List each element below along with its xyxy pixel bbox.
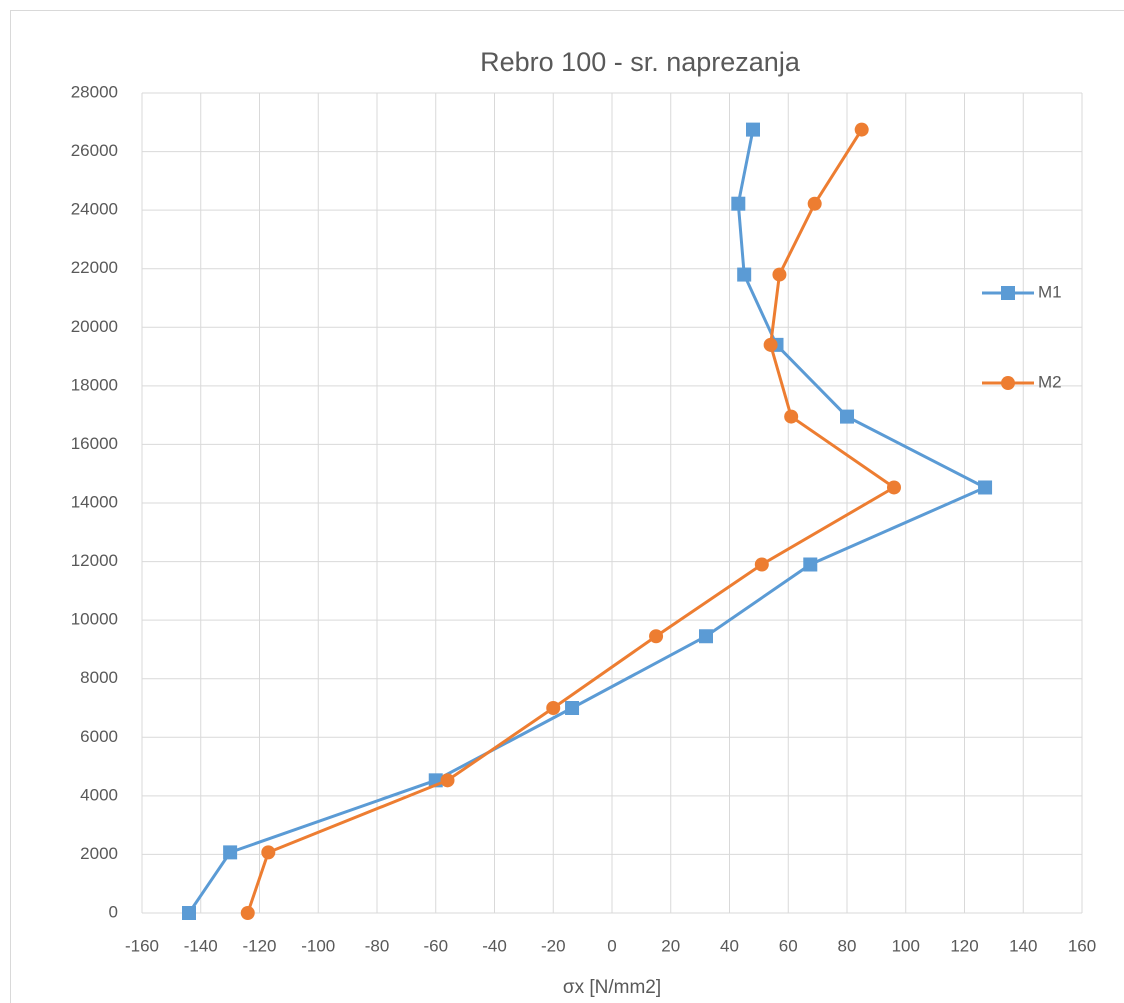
marker xyxy=(772,267,787,282)
x-tick-label: 100 xyxy=(892,936,920,955)
marker xyxy=(887,480,901,495)
marker xyxy=(546,701,561,715)
x-tick-label: -60 xyxy=(423,936,448,955)
x-tick-label: 160 xyxy=(1068,936,1096,955)
marker xyxy=(807,196,822,211)
x-tick-label: 20 xyxy=(661,936,680,955)
y-tick-label: 26000 xyxy=(71,141,118,160)
marker xyxy=(649,629,664,644)
x-tick-label: -160 xyxy=(125,936,159,955)
y-tick-label: 24000 xyxy=(71,200,118,219)
series-line xyxy=(187,129,989,914)
legend-label: M2 xyxy=(1038,372,1062,391)
y-tick-label: 28000 xyxy=(71,82,118,101)
legend-marker xyxy=(1001,376,1015,390)
x-tick-label: 140 xyxy=(1009,936,1037,955)
y-tick-label: 14000 xyxy=(71,492,118,511)
marker xyxy=(754,557,769,572)
y-tick-label: 10000 xyxy=(71,610,118,629)
x-tick-label: -20 xyxy=(541,936,566,955)
marker xyxy=(565,701,580,715)
x-tick-label: 40 xyxy=(720,936,739,955)
marker xyxy=(737,267,752,282)
x-tick-label: 120 xyxy=(950,936,978,955)
marker xyxy=(731,196,746,211)
y-tick-label: 6000 xyxy=(80,727,118,746)
y-tick-label: 20000 xyxy=(71,317,118,336)
marker xyxy=(440,773,455,788)
marker xyxy=(978,480,993,495)
x-tick-label: -140 xyxy=(184,936,218,955)
x-tick-label: 80 xyxy=(838,936,857,955)
series-line xyxy=(246,128,897,914)
marker xyxy=(746,122,760,137)
marker xyxy=(763,337,778,352)
marker xyxy=(182,906,196,920)
marker xyxy=(261,845,276,860)
marker xyxy=(784,409,799,424)
y-tick-label: 16000 xyxy=(71,434,118,453)
y-tick-label: 8000 xyxy=(80,668,118,687)
marker xyxy=(240,906,255,920)
y-tick-label: 22000 xyxy=(71,258,118,277)
marker xyxy=(840,409,854,424)
x-axis-label: σx [N/mm2] xyxy=(563,977,661,998)
y-tick-label: 18000 xyxy=(71,375,118,394)
x-tick-label: 0 xyxy=(607,936,616,955)
x-tick-label: -100 xyxy=(301,936,335,955)
x-tick-label: -80 xyxy=(365,936,390,955)
marker xyxy=(854,122,869,137)
y-tick-label: 12000 xyxy=(71,551,118,570)
x-tick-label: 60 xyxy=(779,936,798,955)
marker xyxy=(223,845,238,860)
y-tick-label: 0 xyxy=(109,902,118,921)
y-tick-label: 2000 xyxy=(80,844,118,863)
x-tick-label: -120 xyxy=(242,936,276,955)
x-tick-label: -40 xyxy=(482,936,507,955)
marker xyxy=(699,629,713,644)
chart-title: Rebro 100 - sr. naprezanja xyxy=(480,47,801,77)
legend-marker xyxy=(1001,286,1015,300)
y-tick-label: 4000 xyxy=(80,785,118,804)
legend-label: M1 xyxy=(1038,282,1062,301)
marker xyxy=(803,557,818,572)
